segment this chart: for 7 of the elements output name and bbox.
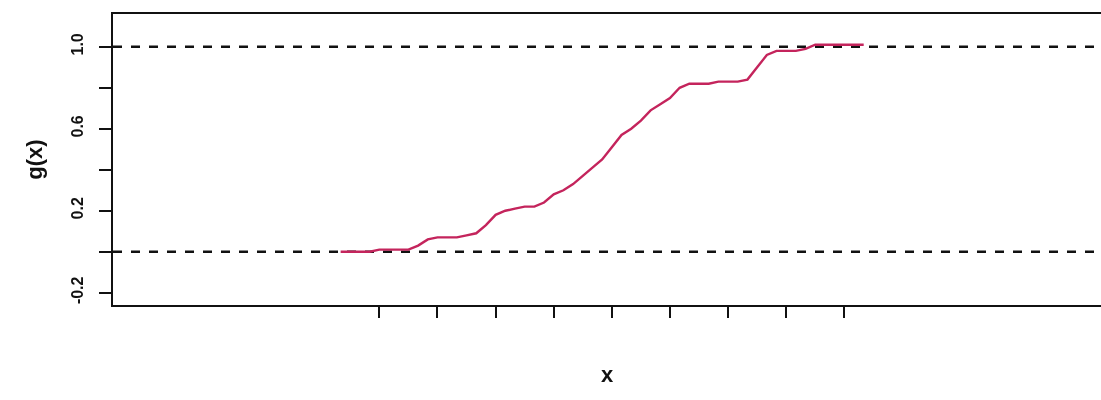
y-tick-label: 0.6	[68, 115, 86, 138]
y-axis-title: g(x)	[21, 139, 47, 180]
y-tick-label: 0.2	[68, 197, 86, 220]
line-series	[339, 43, 865, 253]
x-axis-title: x	[600, 362, 614, 388]
y-tick-label: -0.2	[68, 276, 86, 305]
y-tick-label: 1.0	[68, 33, 86, 56]
